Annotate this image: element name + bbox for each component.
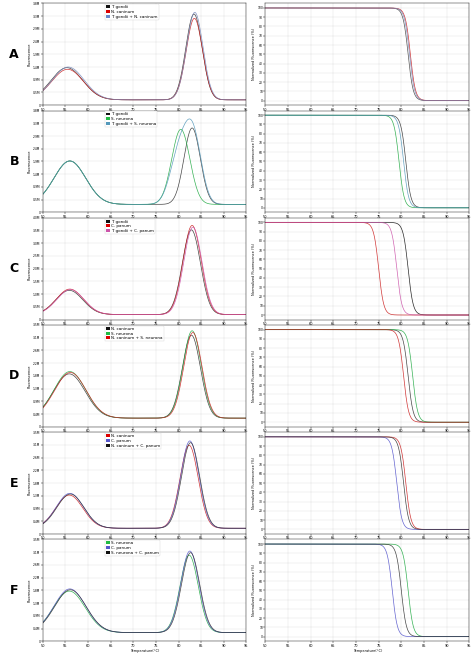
Y-axis label: Fluorescence: Fluorescence	[27, 578, 32, 602]
Legend: T. gondii, S. neurona, T. gondii + S. neurona: T. gondii, S. neurona, T. gondii + S. ne…	[105, 112, 157, 127]
Y-axis label: Normalized Fluorescence (%): Normalized Fluorescence (%)	[252, 457, 256, 509]
X-axis label: Temperature(°C): Temperature(°C)	[130, 542, 159, 546]
Y-axis label: Normalized Fluorescence (%): Normalized Fluorescence (%)	[252, 28, 256, 80]
Y-axis label: Fluorescence: Fluorescence	[27, 472, 32, 495]
Text: A: A	[9, 48, 19, 61]
Text: D: D	[9, 369, 19, 382]
Legend: T. gondii, N. caninum, T. gondii + N. caninum: T. gondii, N. caninum, T. gondii + N. ca…	[105, 4, 159, 20]
X-axis label: Temperature(°C): Temperature(°C)	[130, 327, 159, 331]
Legend: T. gondii, C. panum, T. gondii + C. panum: T. gondii, C. panum, T. gondii + C. panu…	[105, 218, 155, 234]
Y-axis label: Normalized Fluorescence (%): Normalized Fluorescence (%)	[252, 242, 256, 295]
X-axis label: Temperature(°C): Temperature(°C)	[130, 434, 159, 438]
Y-axis label: Normalized Fluorescence (%): Normalized Fluorescence (%)	[252, 564, 256, 617]
Text: E: E	[10, 477, 18, 490]
X-axis label: Temperature(°C): Temperature(°C)	[353, 113, 382, 117]
X-axis label: Temperature(°C): Temperature(°C)	[130, 220, 159, 224]
Y-axis label: Fluorescence: Fluorescence	[27, 150, 32, 173]
Y-axis label: Normalized Fluorescence (%): Normalized Fluorescence (%)	[252, 136, 256, 188]
Y-axis label: Fluorescence: Fluorescence	[27, 43, 32, 66]
Text: C: C	[9, 263, 19, 275]
Text: F: F	[10, 584, 18, 597]
Text: B: B	[9, 155, 19, 168]
Legend: N. caninum, C. panum, N. caninum + C. panum: N. caninum, C. panum, N. caninum + C. pa…	[105, 433, 161, 449]
Legend: N. caninum, S. neurona, N. caninum + S. neurona: N. caninum, S. neurona, N. caninum + S. …	[105, 326, 164, 341]
X-axis label: Temperature(°C): Temperature(°C)	[353, 434, 382, 438]
X-axis label: Temperature(°C): Temperature(°C)	[353, 327, 382, 331]
Y-axis label: Fluorescence: Fluorescence	[27, 364, 32, 387]
Legend: S. neurona, C. panum, S. neurona + C. panum: S. neurona, C. panum, S. neurona + C. pa…	[105, 540, 160, 556]
Y-axis label: Fluorescence: Fluorescence	[27, 257, 32, 281]
X-axis label: Temperature(°C): Temperature(°C)	[130, 113, 159, 117]
X-axis label: Temperature(°C): Temperature(°C)	[353, 649, 382, 653]
X-axis label: Temperature(°C): Temperature(°C)	[353, 542, 382, 546]
X-axis label: Temperature(°C): Temperature(°C)	[353, 220, 382, 224]
X-axis label: Temperature(°C): Temperature(°C)	[130, 649, 159, 653]
Y-axis label: Normalized Fluorescence (%): Normalized Fluorescence (%)	[252, 350, 256, 402]
